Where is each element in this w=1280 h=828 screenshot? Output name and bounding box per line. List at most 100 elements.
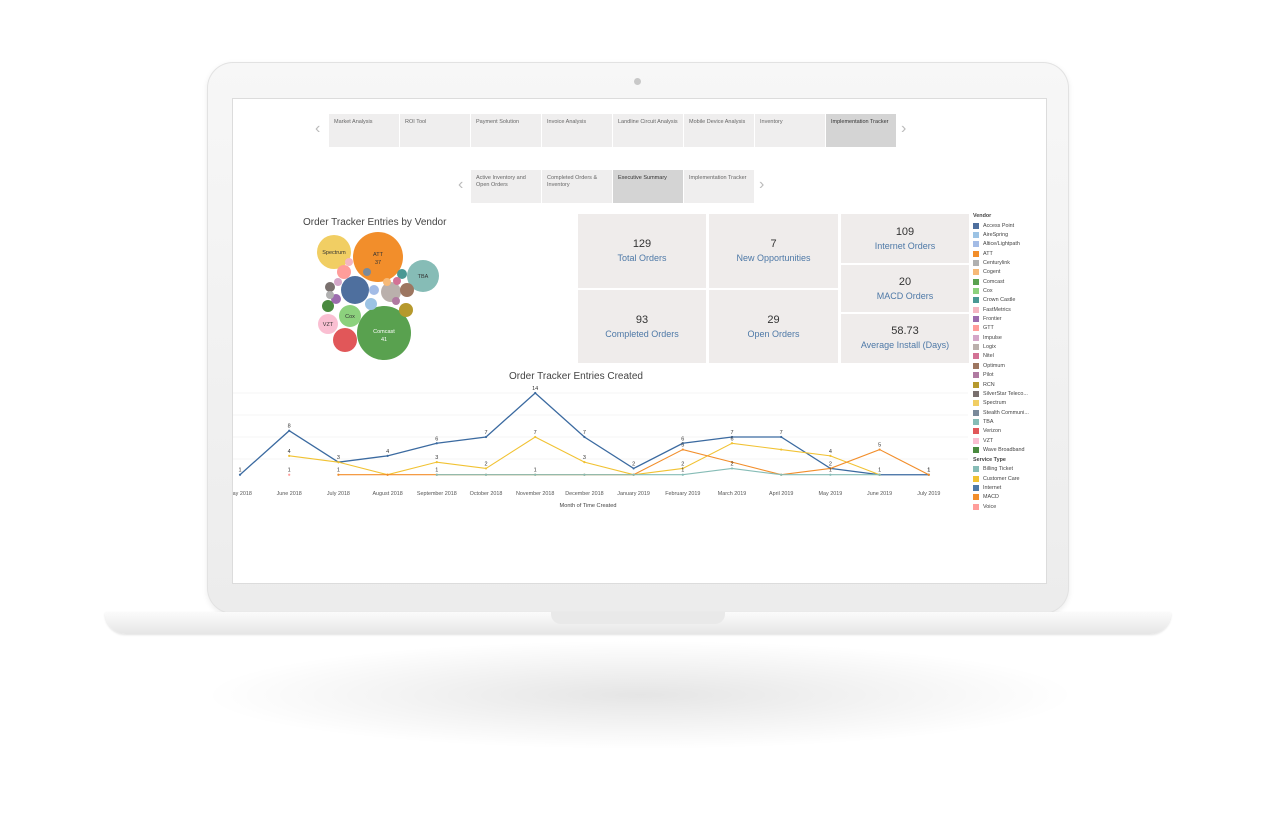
bubble-cogent[interactable] [383,278,391,286]
data-point[interactable] [534,473,537,476]
legend-vendor-item[interactable]: Optimum [973,361,1029,370]
data-point[interactable] [632,467,635,470]
legend-vendor-item[interactable]: SilverStar Teleco... [973,389,1029,398]
data-point[interactable] [534,435,537,439]
legend-service-item[interactable]: Voice [973,502,1029,511]
tab-roi-tool[interactable]: ROI Tool [400,114,471,147]
data-point[interactable] [435,461,438,464]
kpi-macd-orders[interactable]: 20 MACD Orders [841,265,969,312]
legend-vendor-item[interactable]: AireSpring [973,230,1029,239]
bubble-impulse[interactable] [334,278,342,286]
data-point[interactable] [927,473,930,476]
bubble-wave[interactable] [322,300,334,312]
series-line[interactable] [436,467,880,476]
data-point[interactable] [484,467,488,470]
tab-market-analysis[interactable]: Market Analysis [329,114,400,147]
kpi-new-opportunities[interactable]: 7 New Opportunities [709,214,838,288]
legend-vendor-item[interactable]: Logix [973,342,1029,351]
tab-mobile-device-analysis[interactable]: Mobile Device Analysis [684,114,755,147]
data-point[interactable] [288,473,291,476]
subtab-completed-orders[interactable]: Completed Orders & Inventory [542,170,613,203]
legend-vendor-item[interactable]: Comcast [973,277,1029,286]
legend-service-item[interactable]: Internet [973,483,1029,492]
data-point[interactable] [337,461,340,464]
legend-vendor-item[interactable]: Crown Castle [973,296,1029,305]
bubble-spectrum[interactable] [317,235,351,269]
kpi-total-orders[interactable]: 129 Total Orders [578,214,706,288]
bubble-pilot[interactable] [392,297,400,305]
data-point[interactable] [337,473,340,476]
tab-landline-circuit-analysis[interactable]: Landline Circuit Analysis [613,114,684,147]
data-point[interactable] [632,473,635,476]
data-point[interactable] [780,435,783,439]
data-point[interactable] [288,454,291,457]
data-point[interactable] [583,435,586,439]
data-point[interactable] [288,429,291,432]
legend-vendor-item[interactable]: Verizon [973,427,1029,436]
legend-vendor-item[interactable]: Access Point [973,221,1029,230]
nav-next-icon[interactable]: › [901,120,907,137]
legend-vendor-item[interactable]: GTT [973,324,1029,333]
bubble-centurylink[interactable] [326,291,334,299]
subtab-executive-summary[interactable]: Executive Summary [613,170,684,203]
data-point[interactable] [435,473,438,476]
data-point[interactable] [681,448,684,451]
legend-service-item[interactable]: MACD [973,493,1029,502]
bubble-gtt[interactable] [337,265,351,279]
data-point[interactable] [780,473,783,476]
legend-service-item[interactable]: Billing Ticket [973,465,1029,474]
data-point[interactable] [534,391,537,395]
bubble-comcast[interactable] [357,306,411,360]
data-point[interactable] [829,467,832,470]
bubble-optimum[interactable] [400,283,414,297]
data-point[interactable] [878,473,881,476]
bubble-crown-castle[interactable] [397,269,407,279]
data-point[interactable] [484,473,488,476]
tab-inventory[interactable]: Inventory [755,114,826,147]
data-point[interactable] [386,454,389,457]
legend-vendor-item[interactable]: FastMetrics [973,305,1029,314]
legend-vendor-item[interactable]: RCN [973,380,1029,389]
legend-service-item[interactable]: Customer Care [973,474,1029,483]
kpi-average-install[interactable]: 58.73 Average Install (Days) [841,314,969,363]
subtab-active-inventory[interactable]: Active Inventory and Open Orders [471,170,542,203]
subtab-implementation-tracker[interactable]: Implementation Tracker [684,170,755,203]
legend-vendor-item[interactable]: ATT [973,249,1029,258]
kpi-open-orders[interactable]: 29 Open Orders [709,290,838,363]
nav-prev-icon[interactable]: ‹ [315,120,321,137]
data-point[interactable] [730,435,734,439]
data-point[interactable] [878,448,881,451]
data-point[interactable] [583,461,586,464]
data-point[interactable] [386,473,389,476]
bubble-fastmetrics[interactable] [345,258,353,266]
data-point[interactable] [730,467,734,470]
bubble-altice[interactable] [369,285,379,295]
legend-vendor-item[interactable]: Frontier [973,314,1029,323]
data-point[interactable] [829,454,832,457]
tab-invoice-analysis[interactable]: Invoice Analysis [542,114,613,147]
subnav-prev-icon[interactable]: ‹ [458,176,464,193]
bubble-access-point[interactable] [341,276,369,304]
bubble-silverstar[interactable] [325,282,335,292]
bubble-verizon[interactable] [333,328,357,352]
bubble-nitel[interactable] [393,277,401,285]
data-point[interactable] [435,442,438,445]
data-point[interactable] [730,442,734,445]
subnav-next-icon[interactable]: › [759,176,765,193]
kpi-completed-orders[interactable]: 93 Completed Orders [578,290,706,363]
data-point[interactable] [484,435,488,439]
legend-vendor-item[interactable]: Cogent [973,268,1029,277]
data-point[interactable] [681,467,684,470]
tab-payment-solution[interactable]: Payment Solution [471,114,542,147]
bubble-stealth[interactable] [363,268,371,276]
bubble-tba[interactable] [407,260,439,292]
legend-vendor-item[interactable]: Pilot [973,371,1029,380]
legend-vendor-item[interactable]: Centurylink [973,258,1029,267]
legend-vendor-item[interactable]: TBA [973,417,1029,426]
bubble-airespring[interactable] [365,298,377,310]
data-point[interactable] [730,461,734,464]
legend-vendor-item[interactable]: Nitel [973,352,1029,361]
bubble-vzt[interactable] [318,314,338,334]
data-point[interactable] [238,473,242,476]
legend-vendor-item[interactable]: Altice/Lightpath [973,240,1029,249]
